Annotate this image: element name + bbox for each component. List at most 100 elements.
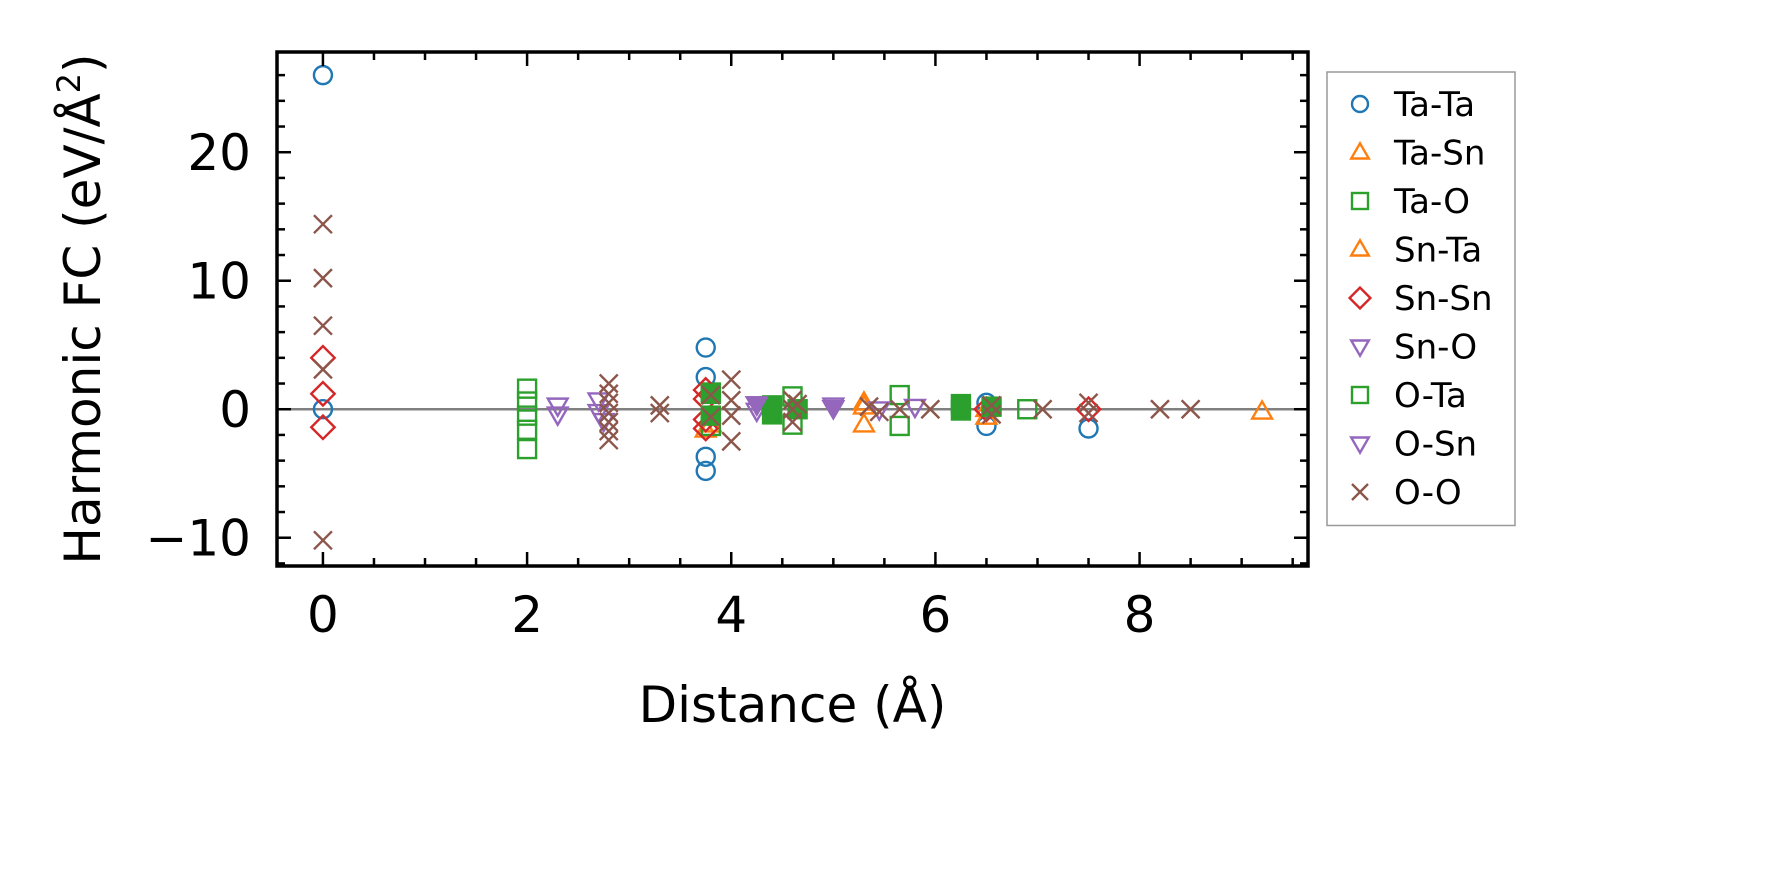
legend-label-sn-ta: Sn-Ta	[1394, 231, 1482, 271]
legend-marker-o-o	[1351, 483, 1369, 501]
data-point-ta-o	[516, 378, 538, 399]
data-point-ta-o	[889, 384, 910, 406]
data-point-o-o	[598, 392, 619, 413]
y-tick-label: 0	[219, 381, 251, 439]
data-point-o-sn	[821, 399, 846, 421]
legend-item-ta-sn: Ta-Sn	[1349, 134, 1485, 174]
data-point-o-o	[313, 530, 333, 551]
data-point-o-o	[598, 421, 619, 441]
data-point-o-o	[981, 404, 1002, 425]
data-point-sn-sn	[309, 344, 337, 372]
series-o-sn	[744, 396, 846, 421]
legend-item-sn-o: Sn-O	[1349, 328, 1477, 368]
data-point-ta-ta	[695, 446, 716, 467]
data-point-o-o	[1032, 399, 1053, 420]
legend-label-sn-o: Sn-O	[1394, 328, 1477, 368]
x-axis-label: Distance (Å)	[639, 676, 947, 734]
data-point-ta-ta	[312, 64, 334, 86]
x-tick-label: 6	[920, 586, 952, 644]
data-point-ta-o	[516, 391, 538, 412]
legend-marker-sn-sn	[1347, 285, 1373, 311]
series-o-o	[313, 214, 1201, 551]
legend-item-ta-o: Ta-O	[1350, 182, 1470, 222]
data-point-o-o	[649, 403, 670, 423]
data-point-sn-o	[545, 406, 570, 428]
data-point-o-o	[313, 268, 333, 289]
legend-item-o-sn: O-Sn	[1349, 425, 1477, 465]
legend-label-o-sn: O-Sn	[1394, 425, 1477, 465]
data-point-o-o	[649, 395, 670, 416]
legend: Ta-Ta Ta-Sn Ta-O Sn-Ta Sn-Sn Sn-O O-Ta O-Sn O-O	[1326, 71, 1516, 527]
legend-item-sn-ta: Sn-Ta	[1349, 231, 1482, 271]
data-point-o-o	[1078, 403, 1099, 423]
data-point-o-ta	[761, 404, 783, 425]
legend-label-o-ta: O-Ta	[1394, 376, 1467, 416]
legend-item-o-ta: O-Ta	[1350, 376, 1467, 416]
legend-marker-sn-o	[1349, 339, 1371, 359]
y-axis-label-close: )	[54, 53, 112, 73]
legend-label-ta-o: Ta-O	[1393, 182, 1470, 222]
data-point-o-o	[313, 214, 333, 235]
data-point-o-o	[700, 385, 721, 405]
data-point-ta-ta	[695, 337, 716, 358]
data-point-sn-sn	[309, 380, 337, 408]
legend-marker-ta-sn	[1349, 140, 1371, 160]
legend-label-o-o: O-O	[1394, 473, 1462, 513]
data-point-o-o	[782, 412, 803, 432]
data-point-o-o	[981, 395, 1002, 416]
data-point-ta-sn	[851, 411, 876, 433]
plot-frame	[275, 50, 1310, 568]
data-point-o-o	[313, 359, 333, 380]
legend-marker-ta-ta	[1350, 94, 1370, 114]
legend-item-o-o: O-O	[1351, 473, 1462, 513]
data-point-sn-o	[903, 398, 927, 420]
data-point-o-o	[1078, 392, 1099, 413]
data-point-ta-o	[889, 415, 910, 437]
data-point-o-ta	[950, 400, 972, 421]
y-axis-label: Harmonic FC (eV/Å2)	[50, 53, 112, 564]
x-tick-label: 8	[1124, 586, 1156, 644]
legend-marker-o-sn	[1349, 436, 1371, 456]
data-point-o-o	[721, 431, 742, 452]
y-axis-label-superscript: 2	[50, 73, 88, 93]
data-point-o-o	[598, 430, 619, 450]
legend-label-ta-ta: Ta-Ta	[1393, 85, 1475, 125]
data-point-o-o	[598, 373, 619, 394]
data-point-ta-o	[516, 438, 538, 460]
legend-label-sn-sn: Sn-Sn	[1394, 279, 1493, 319]
data-point-o-o	[598, 412, 619, 432]
data-point-ta-o	[516, 405, 538, 426]
data-point-o-o	[598, 383, 619, 404]
x-tick-label: 4	[715, 586, 747, 644]
data-point-sn-o	[586, 392, 611, 413]
data-point-ta-sn	[851, 390, 876, 411]
legend-marker-o-ta	[1350, 385, 1370, 405]
data-point-o-o	[787, 394, 808, 414]
data-point-o-o	[1150, 399, 1170, 420]
data-point-ta-sn	[1250, 399, 1275, 420]
data-point-o-o	[1180, 399, 1201, 420]
legend-label-ta-sn: Ta-Sn	[1393, 134, 1485, 174]
y-tick-label: 20	[187, 124, 251, 182]
data-point-sn-sn	[309, 413, 337, 441]
data-point-o-o	[700, 407, 721, 427]
legend-item-sn-sn: Sn-Sn	[1347, 279, 1493, 319]
data-point-ta-ta	[312, 399, 334, 420]
data-point-o-o	[721, 390, 742, 411]
data-point-o-o	[313, 315, 333, 336]
x-tick-label: 0	[307, 586, 339, 644]
data-point-o-o	[721, 405, 742, 426]
data-point-o-o	[920, 399, 941, 420]
data-point-o-o	[889, 399, 910, 420]
data-point-ta-o	[1017, 399, 1038, 420]
data-point-o-o	[598, 403, 619, 423]
data-point-o-o	[869, 401, 890, 422]
y-tick-label: 10	[187, 253, 251, 311]
legend-item-ta-ta: Ta-Ta	[1350, 85, 1475, 125]
data-point-ta-ta	[695, 460, 716, 482]
legend-marker-sn-ta	[1349, 237, 1371, 257]
data-point-ta-o	[516, 419, 538, 440]
data-point-o-sn	[744, 396, 769, 417]
x-tick-label: 2	[511, 586, 543, 644]
